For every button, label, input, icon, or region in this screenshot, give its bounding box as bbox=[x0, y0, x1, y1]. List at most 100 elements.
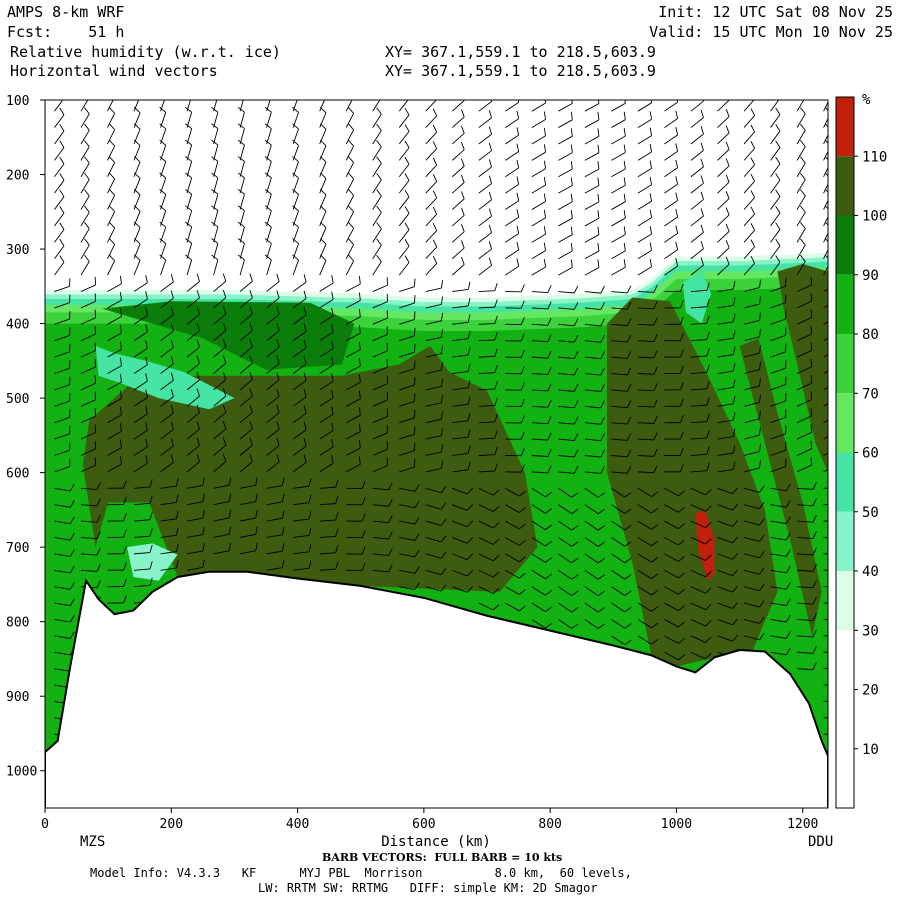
wind-barb bbox=[452, 281, 471, 292]
wind-barb bbox=[345, 341, 361, 358]
wind-barb bbox=[717, 602, 739, 609]
wind-barb bbox=[531, 209, 547, 227]
wind-barb bbox=[690, 504, 712, 512]
rh-region-0 bbox=[101, 301, 355, 370]
wind-barb bbox=[558, 177, 573, 194]
wind-barb bbox=[160, 527, 179, 538]
wind-barb bbox=[399, 484, 420, 492]
wind-barb bbox=[637, 504, 659, 514]
wind-barb bbox=[266, 388, 280, 407]
wind-barb bbox=[823, 452, 828, 456]
wind-barb bbox=[531, 553, 553, 563]
wind-barb bbox=[213, 100, 218, 112]
terrain bbox=[45, 570, 828, 808]
wind-barb bbox=[54, 458, 71, 473]
wind-barb bbox=[54, 360, 71, 374]
wind-barb bbox=[717, 428, 736, 440]
wind-barb bbox=[558, 367, 579, 376]
wind-barb bbox=[107, 529, 127, 538]
wind-barb bbox=[237, 123, 245, 145]
wind-barb bbox=[664, 635, 685, 644]
wind-barb bbox=[717, 256, 730, 276]
wind-barb bbox=[796, 457, 813, 473]
wind-barb bbox=[292, 274, 307, 292]
wind-barb bbox=[690, 208, 704, 227]
wind-barb bbox=[611, 210, 626, 227]
wind-barb bbox=[611, 351, 632, 359]
wind-barb bbox=[743, 328, 761, 342]
wind-barb bbox=[743, 501, 765, 510]
wind-barb bbox=[319, 205, 327, 227]
wind-barb bbox=[531, 350, 552, 359]
wind-barb bbox=[770, 124, 781, 145]
wind-barb bbox=[425, 239, 438, 260]
wind-barb bbox=[664, 619, 685, 628]
wind-barb bbox=[399, 582, 420, 591]
wind-barb bbox=[186, 510, 205, 522]
wind-barb bbox=[558, 537, 579, 547]
wind-barb bbox=[345, 374, 361, 391]
wind-barb bbox=[637, 366, 658, 375]
wind-barb bbox=[80, 457, 97, 473]
wind-barb bbox=[531, 399, 552, 408]
wind-barb bbox=[584, 400, 605, 409]
wind-barb bbox=[823, 618, 828, 620]
wind-barb bbox=[558, 400, 579, 409]
wind-barb bbox=[133, 356, 148, 374]
wind-barb bbox=[664, 225, 679, 243]
wind-barb bbox=[345, 292, 361, 309]
wind-barb bbox=[211, 107, 219, 128]
wind-barb bbox=[531, 301, 552, 310]
wind-barb bbox=[637, 209, 653, 227]
wind-barb bbox=[531, 586, 553, 596]
wind-barb bbox=[107, 578, 127, 588]
wind-barb bbox=[240, 477, 258, 489]
valid-time: Valid: 15 UTC Mon 10 Nov 25 bbox=[649, 23, 893, 41]
wind-barb bbox=[505, 504, 526, 513]
wind-barb bbox=[107, 275, 122, 292]
physics-info: LW: RRTM SW: RRTMG DIFF: simple KM: 2D S… bbox=[258, 881, 598, 895]
wind-barb bbox=[372, 189, 382, 210]
wind-barb bbox=[107, 439, 122, 456]
wind-barb bbox=[54, 222, 65, 243]
wind-barb bbox=[240, 526, 258, 538]
wind-barb bbox=[266, 543, 285, 555]
wind-barb bbox=[452, 396, 471, 407]
wind-barb bbox=[637, 383, 658, 392]
wind-barb bbox=[531, 449, 552, 457]
wind-barb bbox=[160, 290, 174, 309]
wind-barb bbox=[54, 516, 75, 525]
wind-barb bbox=[611, 487, 632, 498]
wind-barb bbox=[264, 254, 272, 276]
wind-barb bbox=[399, 549, 420, 558]
wind-barb bbox=[717, 487, 739, 495]
wind-barb bbox=[584, 537, 605, 547]
wind-barb bbox=[211, 172, 219, 194]
wind-barb bbox=[266, 339, 280, 358]
colorbar-label: 100 bbox=[862, 209, 887, 225]
wind-barb bbox=[54, 442, 71, 456]
rh-region-5 bbox=[695, 509, 715, 581]
wind-barb bbox=[292, 339, 307, 358]
wind-barb bbox=[637, 301, 658, 310]
wind-barb bbox=[452, 461, 471, 473]
wind-barb bbox=[611, 334, 632, 343]
wind-barb bbox=[133, 156, 141, 177]
colorbar-swatch bbox=[836, 156, 854, 216]
wind-barb bbox=[690, 569, 712, 578]
wind-barb bbox=[584, 602, 605, 613]
y-tick-label: 100 bbox=[6, 94, 29, 109]
wind-barb bbox=[797, 481, 817, 490]
wind-barb bbox=[823, 635, 828, 637]
wind-barb bbox=[345, 189, 355, 210]
wind-barb bbox=[213, 404, 227, 424]
wind-barb bbox=[160, 339, 174, 358]
wind-barb bbox=[452, 520, 473, 528]
wind-barb bbox=[505, 464, 525, 473]
wind-barb bbox=[664, 316, 684, 325]
wind-barb bbox=[823, 101, 828, 112]
wind-barb bbox=[584, 449, 605, 458]
wind-barb bbox=[611, 144, 626, 161]
wind-barb bbox=[611, 259, 626, 276]
wind-barb bbox=[213, 289, 227, 309]
